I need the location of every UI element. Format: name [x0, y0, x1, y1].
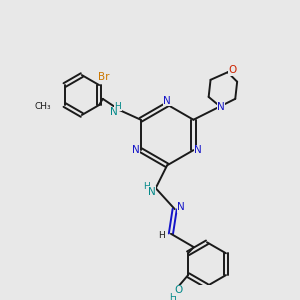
Text: O: O	[228, 65, 236, 75]
Text: H: H	[158, 231, 165, 240]
Text: H: H	[115, 102, 121, 111]
Text: N: N	[132, 145, 140, 155]
Text: O: O	[175, 285, 183, 295]
Text: N: N	[194, 145, 202, 155]
Text: N: N	[163, 96, 171, 106]
Text: Br: Br	[98, 73, 110, 82]
Text: N: N	[110, 107, 118, 117]
Text: CH₃: CH₃	[34, 102, 51, 111]
Text: N: N	[148, 187, 156, 197]
Text: H: H	[143, 182, 150, 191]
Text: H: H	[169, 293, 176, 300]
Text: N: N	[178, 202, 185, 212]
Text: N: N	[217, 102, 225, 112]
